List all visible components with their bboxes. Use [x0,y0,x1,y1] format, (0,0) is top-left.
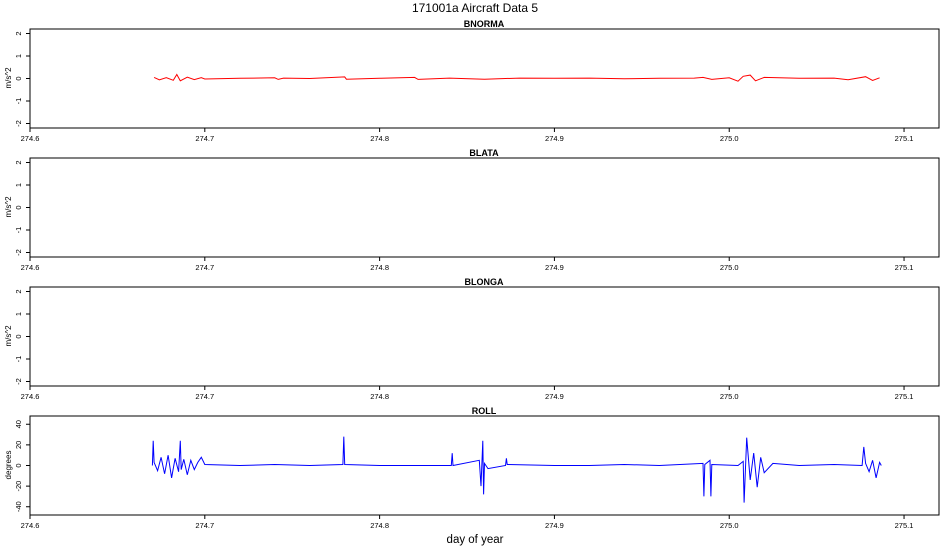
y-axis-label: m/s^2 [4,196,13,218]
x-tick-label: 274.9 [545,521,564,530]
y-axis-label: degrees [4,451,13,480]
x-tick-label: 274.6 [21,263,40,272]
panel-roll: ROLL degrees 274.6 274.7 274.8 274.9 275.0 27… [4,406,940,530]
y-tick-label: 1 [14,54,23,58]
x-axis: 274.6 274.7 274.8 274.9 275.0 275.1 [21,257,914,272]
panel-title: BLATA [469,148,499,158]
x-axis: 274.6 274.7 274.8 274.9 275.0 275.1 [21,386,914,401]
x-tick-label: 275.1 [895,134,914,143]
x-tick-label: 274.7 [195,392,214,401]
plot-area [153,73,880,82]
x-tick-label: 274.8 [370,521,389,530]
y-tick-label: -1 [14,356,23,363]
x-tick-label: 274.8 [370,392,389,401]
y-axis-label: m/s^2 [4,325,13,347]
y-axis: -2 -1 0 1 2 [14,31,30,127]
panel-blata: BLATA m/s^2 274.6 274.7 274.8 274.9 275.0 275… [4,148,940,272]
plot-frame [29,157,940,258]
x-tick-label: 274.6 [21,134,40,143]
y-tick-label: -20 [14,481,23,492]
x-tick-label: 274.8 [370,134,389,143]
x-tick-label: 274.9 [545,263,564,272]
y-axis: -40 -20 0 20 40 [14,420,30,512]
x-tick-label: 275.1 [895,392,914,401]
x-tick-label: 274.9 [545,392,564,401]
y-tick-label: 20 [14,441,23,449]
x-tick-label: 274.7 [195,263,214,272]
y-tick-label: 2 [14,31,23,35]
y-tick-label: 1 [14,183,23,187]
panel-title: BNORMA [464,19,505,29]
y-tick-label: 2 [14,160,23,164]
y-tick-label: 40 [14,420,23,428]
y-tick-label: -1 [14,98,23,105]
y-axis: -2 -1 0 1 2 [14,160,30,256]
x-tick-label: 275.0 [720,134,739,143]
figure-title: 171001a Aircraft Data 5 [412,1,538,15]
x-tick-label: 274.7 [195,134,214,143]
x-axis: 274.6 274.7 274.8 274.9 275.0 275.1 [21,128,914,143]
y-tick-label: 1 [14,312,23,316]
panel-title: ROLL [472,406,497,416]
x-tick-label: 274.7 [195,521,214,530]
x-tick-label: 275.0 [720,521,739,530]
x-tick-label: 274.9 [545,134,564,143]
y-axis: -2 -1 0 1 2 [14,289,30,385]
series-line [151,436,882,503]
panel-blonga: BLONGA m/s^2 274.6 274.7 274.8 274.9 275.0 27… [4,277,940,401]
y-tick-label: 2 [14,289,23,293]
x-tick-label: 274.6 [21,521,40,530]
x-axis: 274.6 274.7 274.8 274.9 275.0 275.1 [21,515,914,530]
y-tick-label: -2 [14,378,23,385]
series-line [153,73,880,82]
x-tick-label: 275.0 [720,263,739,272]
y-axis-label: m/s^2 [4,67,13,89]
x-tick-label: 274.6 [21,392,40,401]
x-tick-label: 274.8 [370,263,389,272]
y-tick-label: 0 [14,334,23,338]
x-tick-label: 275.0 [720,392,739,401]
x-axis-label: day of year [447,534,504,546]
y-tick-label: -1 [14,227,23,234]
y-tick-label: -2 [14,120,23,127]
y-tick-label: 0 [14,463,23,467]
y-tick-label: -40 [14,501,23,512]
plot-area [151,436,882,503]
y-tick-label: -2 [14,249,23,256]
plot-frame [29,286,940,387]
panel-title: BLONGA [465,277,504,287]
y-tick-label: 0 [14,76,23,80]
x-tick-label: 275.1 [895,263,914,272]
y-tick-label: 0 [14,205,23,209]
x-tick-label: 275.1 [895,521,914,530]
panel-bnorma: BNORMA m/s^2 274.6 274.7 274.8 274.9 275.0 27… [4,19,940,143]
